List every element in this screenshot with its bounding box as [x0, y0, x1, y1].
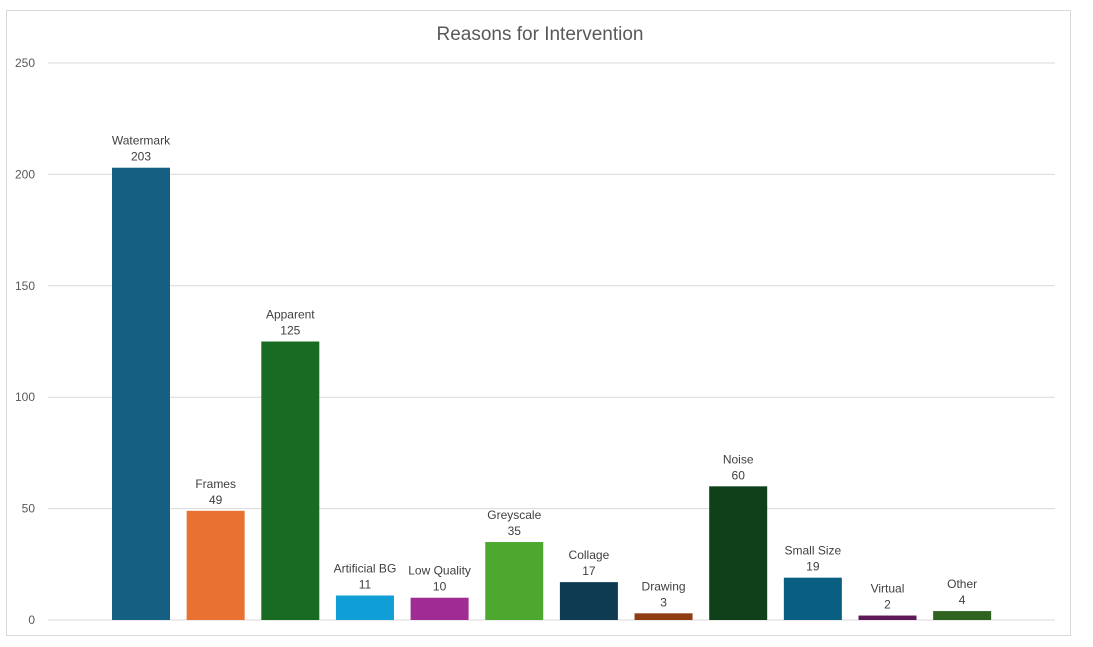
data-label-value: 4: [959, 593, 966, 607]
data-label-category: Small Size: [785, 544, 842, 558]
data-label-value: 10: [433, 580, 447, 594]
bar-other: [933, 611, 992, 620]
data-label-value: 3: [660, 595, 667, 609]
data-label-value: 2: [884, 598, 891, 612]
data-label-category: Collage: [569, 548, 610, 562]
bar-small-size: [783, 577, 842, 620]
data-label-category: Drawing: [642, 579, 686, 593]
data-label-value: 203: [131, 150, 151, 164]
y-axis-ticks: 0 50 100 150 200 250: [15, 56, 35, 627]
bar-greyscale: [485, 542, 544, 620]
bar-artificial-bg: [335, 595, 394, 620]
y-tick-label: 150: [15, 279, 35, 293]
data-label-category: Noise: [723, 452, 754, 466]
bar-virtual: [858, 615, 917, 620]
bar-collage: [559, 582, 618, 620]
data-label-category: Virtual: [871, 582, 905, 596]
data-label-category: Artificial BG: [334, 561, 397, 575]
data-label-value: 35: [508, 524, 522, 538]
data-label-category: Watermark: [112, 134, 171, 148]
bar-frames: [186, 510, 245, 620]
y-tick-label: 50: [22, 502, 36, 516]
data-label-value: 11: [359, 577, 372, 591]
data-labels: 203 Watermark 49 Frames 125 Apparent 11 Artific…: [112, 134, 977, 612]
bar-noise: [709, 486, 768, 620]
data-label-value: 60: [732, 468, 746, 482]
bar-apparent: [261, 341, 320, 620]
bar-watermark: [112, 167, 170, 620]
chart-frame: [6, 10, 1071, 636]
bar-low-quality: [410, 597, 469, 620]
bar-drawing: [634, 613, 693, 620]
y-tick-label: 100: [15, 390, 35, 404]
data-label-category: Frames: [195, 477, 236, 491]
data-label-value: 19: [806, 560, 820, 574]
data-label-category: Apparent: [266, 308, 315, 322]
y-tick-label: 0: [28, 613, 35, 627]
data-label-value: 49: [209, 493, 223, 507]
data-label-value: 125: [280, 324, 300, 338]
y-tick-label: 250: [15, 56, 35, 70]
data-label-value: 17: [582, 564, 596, 578]
data-label-category: Low Quality: [408, 564, 471, 578]
data-label-category: Other: [947, 577, 977, 591]
chart-title: Reasons for Intervention: [436, 24, 643, 45]
data-label-category: Greyscale: [487, 508, 541, 522]
bars: [112, 167, 992, 620]
y-tick-label: 200: [15, 167, 35, 181]
